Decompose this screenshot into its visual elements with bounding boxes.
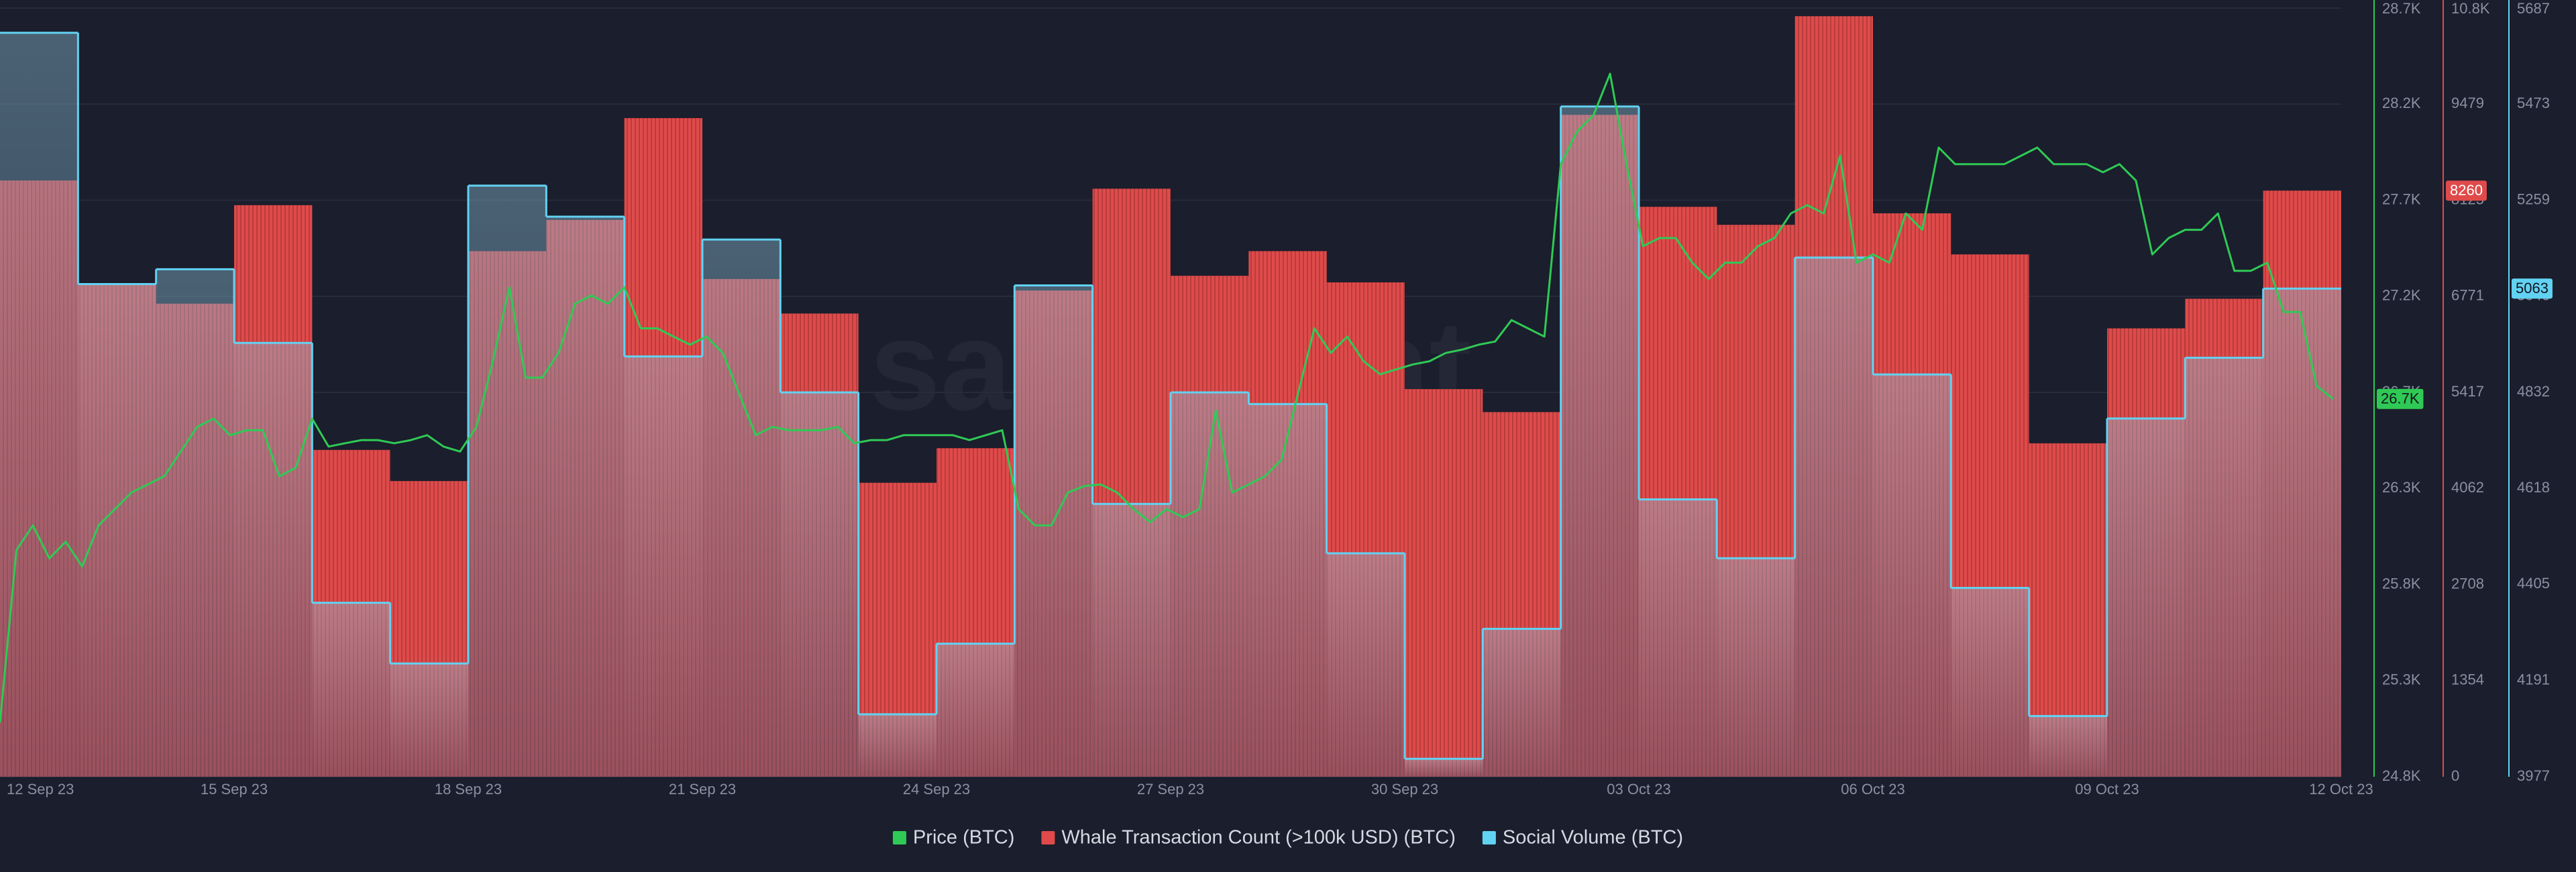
y-tick-label: 6771 [2451, 287, 2484, 304]
y-tick-label: 4191 [2517, 671, 2550, 688]
y-tick-label: 4618 [2517, 479, 2550, 496]
price-line [0, 72, 2334, 723]
y-tick-label: 25.3K [2382, 671, 2421, 688]
y-tick-label: 9479 [2451, 95, 2484, 111]
x-tick-label: 03 Oct 23 [1607, 781, 1670, 798]
area-segment [1092, 504, 1171, 777]
area-segment [0, 32, 78, 777]
area-segment [1951, 588, 2029, 777]
area-segment [780, 392, 859, 777]
x-tick-label: 30 Sep 23 [1371, 781, 1438, 798]
value-badge-label: 5063 [2516, 280, 2548, 296]
value-badge-label: 26.7K [2381, 390, 2420, 407]
y-tick-label: 25.8K [2382, 575, 2421, 592]
value-badge [2512, 278, 2553, 299]
x-tick-label: 27 Sep 23 [1137, 781, 1204, 798]
area-segment [2263, 288, 2341, 777]
area-segment [1171, 392, 1249, 777]
area-segment [468, 185, 547, 777]
area-segment [546, 216, 625, 777]
area-segment [1717, 558, 1795, 777]
y-tick-label: 4832 [2517, 383, 2550, 400]
x-tick-label: 09 Oct 23 [2075, 781, 2139, 798]
area-segment [858, 714, 936, 777]
y-tick-label: 10.8K [2451, 0, 2490, 17]
legend-item: Social Volume (BTC) [1482, 827, 1683, 849]
y-tick-label: 5473 [2517, 95, 2550, 111]
area-segment [1794, 257, 1873, 777]
value-badge [2377, 388, 2424, 409]
area-segment [624, 356, 702, 777]
legend-swatch [892, 831, 906, 844]
y-tick-label: 24.8K [2382, 767, 2421, 784]
area-segment [2185, 358, 2263, 777]
legend-item: Whale Transaction Count (>100k USD) (BTC… [1041, 827, 1456, 849]
area-segment [1405, 759, 1483, 777]
area-segment [936, 643, 1015, 777]
legend-item: Price (BTC) [892, 827, 1014, 849]
area-segment [234, 343, 313, 777]
area-segment [2029, 716, 2107, 777]
bar [1405, 389, 1483, 777]
x-tick-label: 24 Sep 23 [903, 781, 970, 798]
y-tick-label: 2708 [2451, 575, 2484, 592]
y-tick-label: 28.7K [2382, 0, 2421, 17]
y-tick-label: 27.7K [2382, 190, 2421, 207]
area-segment [78, 284, 156, 777]
area-segment [390, 663, 468, 777]
legend-text: Whale Transaction Count (>100k USD) (BTC… [1061, 827, 1455, 849]
area-segment [1014, 285, 1093, 777]
y-tick-label: 4405 [2517, 575, 2550, 592]
legend-swatch [1482, 831, 1496, 844]
x-tick-label: 18 Sep 23 [435, 781, 502, 798]
area-segment [1560, 106, 1639, 777]
y-tick-label: 3977 [2517, 767, 2550, 784]
legend-text: Price (BTC) [913, 827, 1014, 849]
y-tick-label: 27.2K [2382, 287, 2421, 304]
area-segment [312, 602, 390, 777]
x-tick-label: 12 Oct 23 [2309, 781, 2373, 798]
y-tick-label: 0 [2451, 767, 2459, 784]
y-tick-label: 5417 [2451, 383, 2484, 400]
y-tick-label: 28.2K [2382, 95, 2421, 111]
area-segment [702, 239, 781, 777]
y-tick-label: 26.3K [2382, 479, 2421, 496]
area-segment [1639, 499, 1717, 777]
y-tick-label: 1354 [2451, 671, 2484, 688]
legend-swatch [1041, 831, 1055, 844]
x-tick-label: 12 Sep 23 [7, 781, 74, 798]
y-tick-label: 5259 [2517, 191, 2550, 208]
area-segment [1248, 404, 1327, 777]
value-badge-label: 8260 [2450, 182, 2483, 199]
area-segment [1326, 553, 1405, 777]
y-tick-label: 4062 [2451, 479, 2484, 496]
x-tick-label: 21 Sep 23 [669, 781, 736, 798]
area-segment [1483, 629, 1561, 777]
legend-text: Social Volume (BTC) [1503, 827, 1683, 849]
y-tick-label: 5687 [2517, 0, 2550, 17]
area-segment [2107, 418, 2186, 777]
x-tick-label: 15 Sep 23 [201, 781, 268, 798]
x-tick-label: 06 Oct 23 [1841, 781, 1904, 798]
area-segment [1873, 374, 1951, 777]
area-segment [156, 269, 234, 777]
value-badge [2446, 180, 2487, 201]
